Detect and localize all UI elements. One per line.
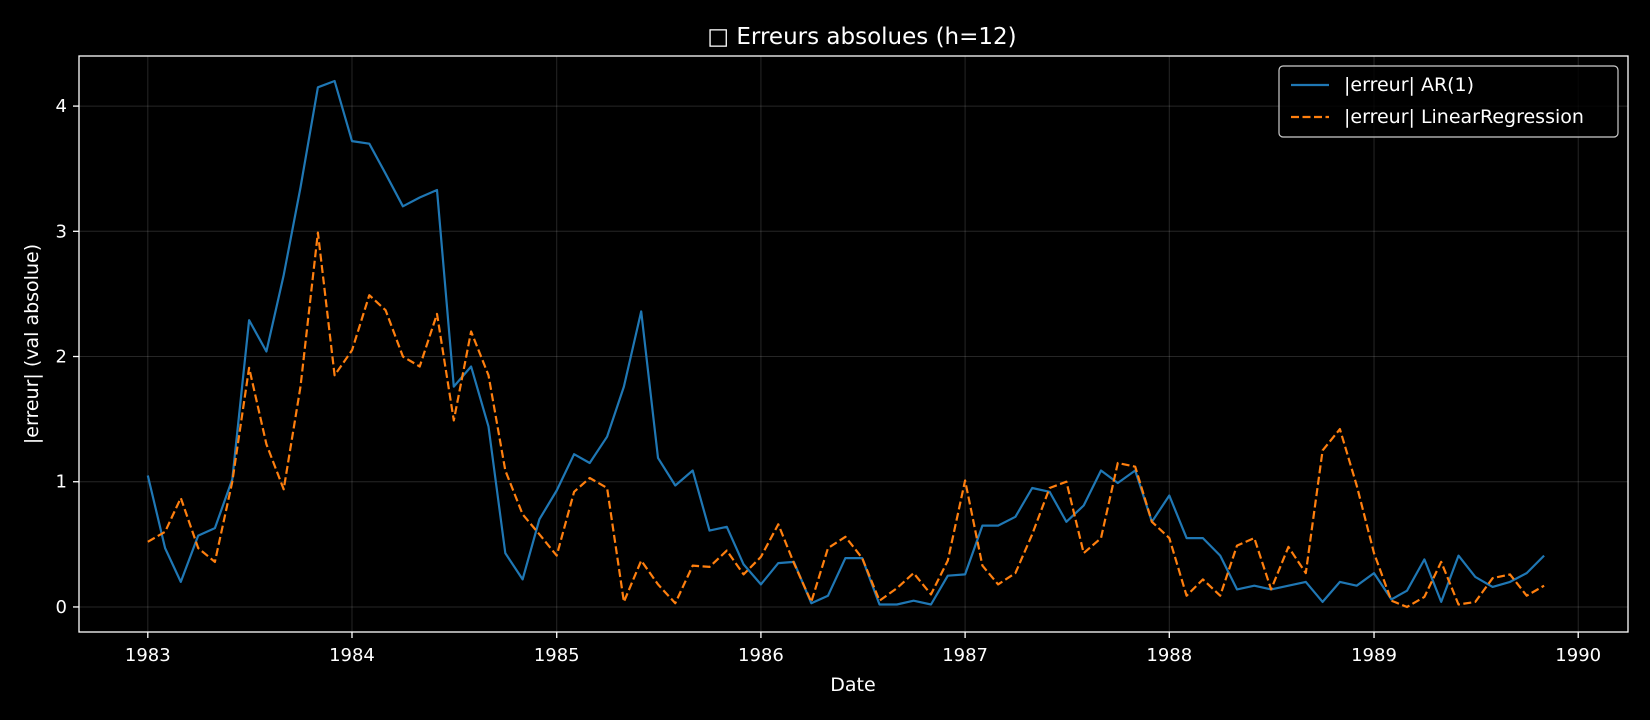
x-axis-label: Date xyxy=(830,674,875,696)
legend: |erreur| AR(1) |erreur| LinearRegression xyxy=(1278,65,1619,138)
legend-label-1: |erreur| LinearRegression xyxy=(1344,106,1584,128)
series-line-0 xyxy=(146,79,1545,606)
x-tick-label: 1983 xyxy=(125,645,171,666)
y-tick-label: 3 xyxy=(56,221,67,242)
chart-title: □ Erreurs absolues (h=12) xyxy=(707,24,1016,50)
y-tick-label: 1 xyxy=(56,472,67,493)
series-line-1 xyxy=(147,231,1545,609)
x-tick-label: 1989 xyxy=(1351,645,1397,666)
x-tick-label: 1984 xyxy=(329,645,375,666)
y-tick-label: 0 xyxy=(56,597,67,618)
legend-label-0: |erreur| AR(1) xyxy=(1344,74,1474,96)
x-tick-label: 1987 xyxy=(942,645,988,666)
x-tick-label: 1986 xyxy=(738,645,784,666)
y-tick-label: 2 xyxy=(56,347,67,368)
y-tick-label: 4 xyxy=(56,96,67,117)
legend-box xyxy=(1278,65,1619,138)
series-layer xyxy=(146,79,1545,609)
plot-frame xyxy=(78,55,1629,633)
x-tick-label: 1985 xyxy=(534,645,580,666)
x-tick-label: 1988 xyxy=(1146,645,1192,666)
x-tick-label: 1990 xyxy=(1555,645,1601,666)
grid xyxy=(79,56,1628,632)
y-axis-label: |erreur| (val absolue) xyxy=(21,244,43,444)
axes: 1983 1984 1985 1986 1987 1988 1989 1990 0 1 2 3 4 xyxy=(56,96,1602,666)
